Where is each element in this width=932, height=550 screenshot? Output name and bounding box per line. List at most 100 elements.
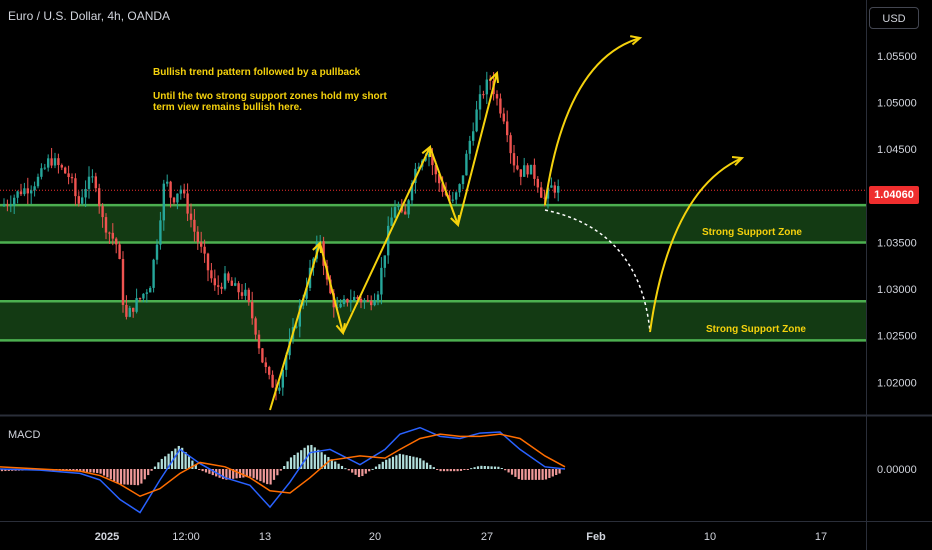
macd-histogram-bar (415, 457, 418, 469)
candle-body (81, 197, 84, 204)
macd-histogram-bar (228, 469, 231, 480)
macd-histogram-bar (218, 469, 221, 478)
candle-body (417, 166, 420, 169)
macd-histogram-bar (259, 469, 262, 482)
macd-histogram-bar (143, 469, 146, 480)
candle-body (427, 153, 431, 158)
candle-body (434, 165, 437, 175)
candle-body (23, 188, 26, 195)
trend-zigzag-segment (457, 72, 498, 226)
macd-histogram-bar (194, 464, 197, 469)
candle-body (94, 176, 97, 189)
candle-body (543, 197, 546, 199)
macd-histogram-bar (106, 469, 109, 478)
macd-histogram-bar (221, 469, 225, 480)
candle-body (166, 181, 169, 184)
price-tick-4: 1.03500 (877, 237, 917, 249)
macd-histogram-bar (198, 469, 201, 470)
macd-histogram-bar (310, 444, 313, 469)
zigzag-head-5 (489, 70, 500, 84)
macd-histogram-bar (368, 469, 371, 472)
macd-histogram-bar (303, 447, 306, 469)
macd-histogram-bar (96, 469, 99, 474)
projection-pullback-path (544, 209, 651, 333)
price-tick-0: 1.05500 (877, 51, 917, 63)
macd-histogram-bar (381, 461, 384, 469)
macd-histogram-bar (544, 469, 548, 480)
macd-histogram-bar (442, 469, 446, 472)
macd-histogram-bar (262, 469, 265, 483)
macd-histogram-bar (235, 469, 238, 479)
macd-histogram-bar (211, 469, 214, 476)
candle-body (13, 197, 16, 206)
macd-histogram-bar (130, 469, 133, 485)
support-zone-1 (0, 205, 866, 243)
candle-body (438, 174, 441, 184)
macd-histogram-bar (317, 449, 320, 469)
macd-histogram-bar (555, 469, 558, 476)
macd-histogram-bar (255, 469, 259, 480)
candle-body (234, 283, 237, 286)
macd-histogram-bar (534, 469, 537, 480)
macd-histogram-bar (422, 460, 425, 469)
candle-body (183, 189, 186, 194)
macd-histogram-bar (123, 469, 126, 485)
time-tick-3: 20 (369, 531, 381, 543)
macd-histogram-bar (272, 469, 276, 480)
candle-body (540, 187, 543, 198)
zigzag-head-2 (335, 322, 346, 336)
macd-histogram-bar (551, 469, 554, 477)
macd-histogram-bar (153, 466, 157, 469)
macd-histogram-bar (449, 469, 452, 472)
macd-histogram-bar (136, 469, 140, 486)
candle-body (91, 176, 94, 178)
macd-histogram-bar (160, 458, 163, 469)
macd-histogram-bar (429, 464, 432, 469)
macd-histogram-bar (419, 458, 422, 469)
candle-body (115, 238, 118, 245)
candle-body (495, 94, 499, 99)
zigzag-head-4 (450, 214, 461, 228)
macd-histogram-bar (167, 453, 170, 469)
candle-body (240, 292, 244, 296)
macd-histogram-bar (323, 454, 327, 469)
macd-histogram-bar (249, 469, 252, 477)
macd-histogram-bar (340, 465, 344, 469)
candle-body (546, 187, 550, 199)
macd-histogram-bar (269, 469, 272, 485)
macd-histogram-bar (439, 469, 442, 472)
macd-histogram-bar (459, 469, 463, 471)
macd-histogram-bar (483, 465, 486, 469)
macd-histogram-bar (313, 447, 316, 469)
candle-body (506, 121, 509, 136)
macd-histogram-bar (517, 469, 520, 480)
candle-body (33, 186, 36, 191)
candle-body (189, 213, 193, 220)
candle-body (87, 176, 91, 189)
macd-histogram-bar (75, 469, 78, 472)
macd-histogram-bar (289, 457, 293, 469)
macd-histogram-bar (79, 469, 82, 472)
candle-body (159, 220, 162, 245)
candle-body (196, 231, 199, 243)
macd-histogram-bar (425, 462, 429, 469)
currency-button[interactable]: USD (869, 7, 919, 29)
zone-lower-label: Strong Support Zone (706, 324, 806, 335)
macd-histogram-bar (252, 469, 255, 479)
candle-body (36, 176, 40, 187)
candle-body (217, 285, 220, 287)
macd-histogram-bar (527, 469, 531, 480)
macd-histogram-bar (99, 469, 102, 474)
price-tick-1: 1.05000 (877, 98, 917, 110)
trend-zigzag-segment (319, 242, 344, 334)
candle-body (77, 196, 80, 204)
macd-histogram-bar (327, 456, 330, 469)
macd-histogram-bar (164, 456, 167, 469)
macd-histogram-bar (113, 469, 116, 482)
candle-body (380, 267, 383, 295)
candle-body (346, 298, 349, 303)
macd-histogram-bar (126, 469, 129, 485)
macd-histogram-bar (337, 463, 340, 469)
chart-title: Euro / U.S. Dollar, 4h, OANDA (8, 9, 171, 23)
